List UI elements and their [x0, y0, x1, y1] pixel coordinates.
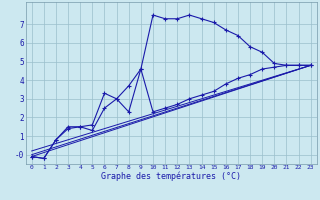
X-axis label: Graphe des températures (°C): Graphe des températures (°C): [101, 172, 241, 181]
